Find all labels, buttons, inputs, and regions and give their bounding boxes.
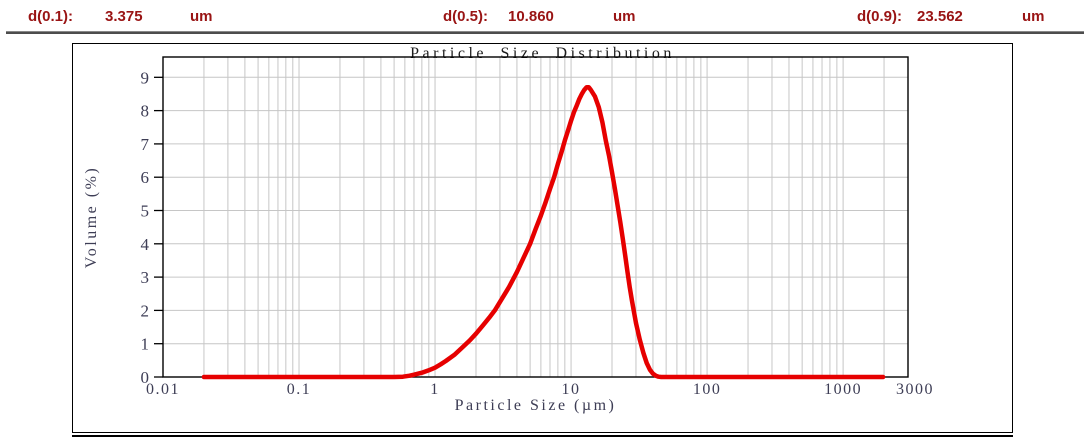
cutoff-table-top-border [72, 435, 1013, 437]
chart-title: Particle Size Distribution [410, 45, 675, 62]
d01-label: d(0.1): [28, 8, 73, 25]
y-tick-label: 5 [141, 202, 150, 221]
chart-frame [72, 43, 1013, 433]
d05-label: d(0.5): [443, 8, 488, 25]
x-tick-label: 1 [430, 381, 440, 398]
d01-unit: um [190, 8, 213, 25]
d05-value: 10.860 [508, 8, 554, 25]
y-tick-label: 1 [141, 335, 150, 354]
y-tick-label: 4 [141, 235, 150, 254]
d05-unit: um [613, 8, 636, 25]
x-tick-label: 0.1 [287, 381, 312, 398]
y-tick-label: 3 [141, 268, 150, 287]
x-tick-label: 100 [693, 381, 722, 398]
x-tick-label: 10 [562, 381, 581, 398]
volume-curve [201, 85, 886, 380]
x-axis-label: Particle Size (µm) [454, 397, 617, 414]
x-tick-label: 1000 [824, 381, 862, 398]
d09-value: 23.562 [917, 8, 963, 25]
y-tick-label: 8 [141, 102, 150, 121]
y-tick-label: 7 [141, 135, 150, 154]
header-separator-line [6, 31, 1084, 34]
y-tick-label: 0 [141, 368, 150, 387]
y-tick-label: 2 [141, 301, 150, 320]
x-tick-label: 0.01 [146, 381, 180, 398]
d09-label: d(0.9): [857, 8, 902, 25]
d01-value: 3.375 [105, 8, 143, 25]
y-tick-label: 9 [141, 68, 150, 87]
y-tick-label: 6 [141, 168, 150, 187]
plot-border [162, 56, 909, 378]
d09-unit: um [1022, 8, 1045, 25]
x-tick-label: 3000 [896, 381, 934, 398]
